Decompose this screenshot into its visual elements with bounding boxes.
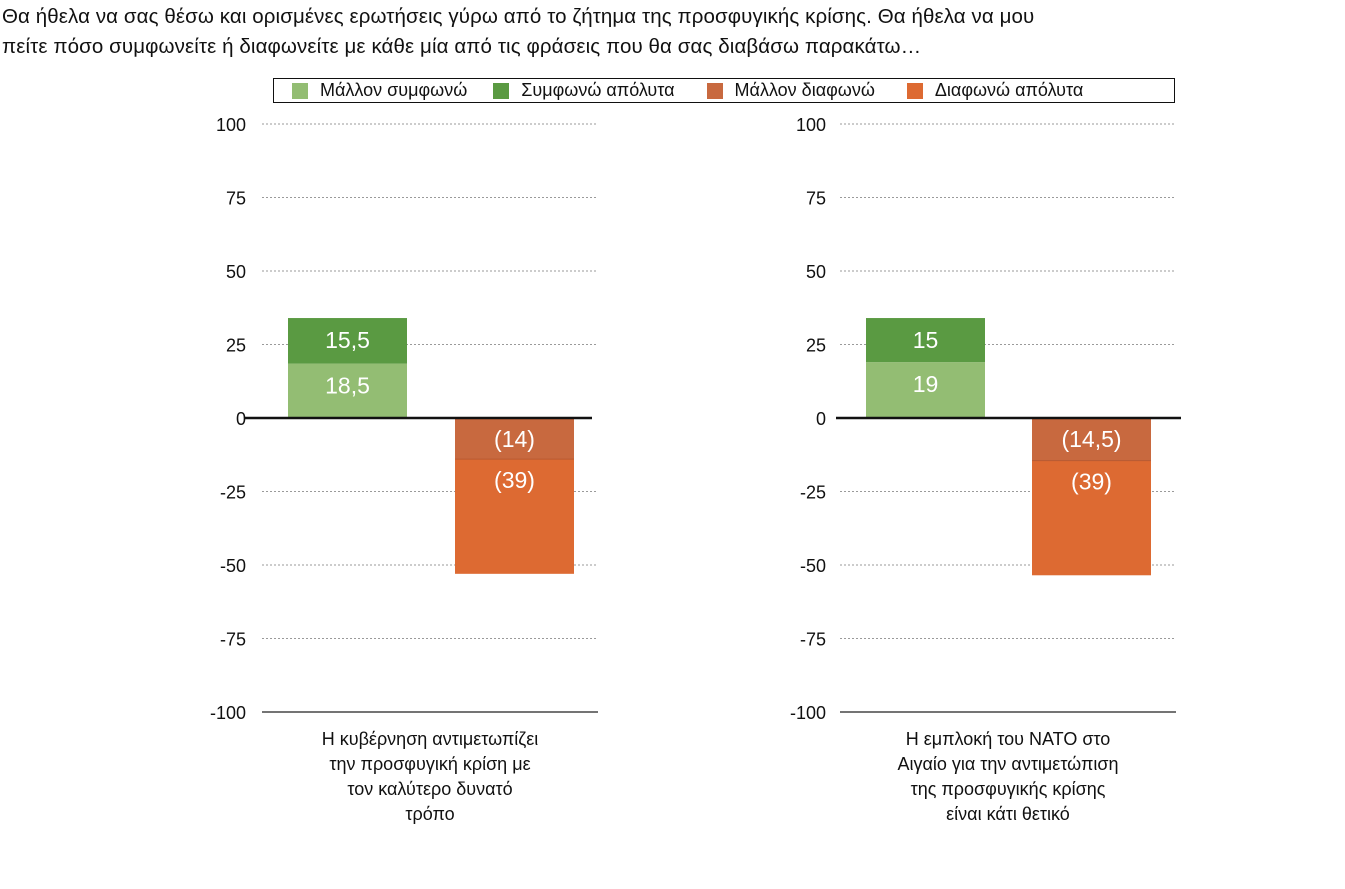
category-label-line: Η κυβέρνηση αντιμετωπίζει [321, 729, 539, 749]
chart-title: Θα ήθελα να σας θέσω και ορισμένες ερωτή… [2, 2, 1332, 62]
data-label: (39) [1071, 469, 1112, 495]
y-tick-label: -100 [210, 703, 246, 723]
bar-segment [1032, 418, 1151, 461]
legend-item-fully-disagree: Διαφωνώ απόλυτα [906, 80, 1084, 101]
category-label-line: τρόπο [405, 804, 455, 824]
bar-segment [455, 459, 574, 574]
y-tick-label: 100 [216, 115, 246, 135]
y-tick-label: 25 [226, 336, 246, 356]
category-label-line: Αιγαίο για την αντιμετώπιση [897, 754, 1119, 774]
legend-label: Μάλλον διαφωνώ [734, 80, 875, 100]
legend-item-fully-agree: Συμφωνώ απόλυτα [493, 80, 675, 101]
y-tick-label: -75 [800, 630, 826, 650]
y-tick-label: 0 [236, 409, 246, 429]
category-label-line: είναι κάτι θετικό [946, 804, 1070, 824]
bar-segment [288, 318, 407, 364]
data-label: 15,5 [325, 327, 370, 353]
legend-label: Συμφωνώ απόλυτα [521, 80, 675, 100]
legend-label: Μάλλον συμφωνώ [320, 80, 468, 100]
data-label: (14) [494, 426, 535, 452]
data-label: 15 [913, 327, 939, 353]
legend-swatch [493, 82, 510, 99]
y-tick-label: -50 [800, 556, 826, 576]
legend-item-somewhat-disagree: Μάλλον διαφωνώ [706, 80, 875, 101]
title-line-1: Θα ήθελα να σας θέσω και ορισμένες ερωτή… [2, 5, 1035, 28]
data-label: (39) [494, 467, 535, 493]
bar-segment [866, 318, 985, 363]
y-tick-label: -100 [790, 703, 826, 723]
category-label-2: Η εμπλοκή του ΝΑΤΟ στο Αιγαίο για την αν… [840, 727, 1176, 827]
data-label: (14,5) [1061, 426, 1121, 452]
y-tick-label: 25 [806, 336, 826, 356]
data-label: 19 [913, 371, 939, 397]
y-tick-label: 50 [226, 262, 246, 282]
legend-label: Διαφωνώ απόλυτα [934, 80, 1084, 100]
legend: Μάλλον συμφωνώ Συμφωνώ απόλυτα Μάλλον δι… [273, 78, 1175, 103]
bar-segment [866, 362, 985, 418]
y-tick-label: -75 [220, 630, 246, 650]
category-label-line: Η εμπλοκή του ΝΑΤΟ στο [905, 729, 1111, 749]
category-label-line: τον καλύτερο δυνατό [347, 779, 513, 799]
y-tick-label: 75 [806, 189, 826, 209]
data-label: 18,5 [325, 373, 370, 399]
bar-segment [1032, 460, 1151, 576]
legend-item-somewhat-agree: Μάλλον συμφωνώ [292, 80, 467, 101]
legend-swatch [706, 82, 723, 99]
title-line-2: πείτε πόσο συμφωνείτε ή διαφωνείτε με κά… [2, 35, 922, 58]
y-tick-label: -25 [800, 483, 826, 503]
bar-segment [288, 363, 407, 418]
y-tick-label: 0 [816, 409, 826, 429]
legend-swatch [906, 82, 923, 99]
y-tick-label: -25 [220, 483, 246, 503]
y-tick-label: -50 [220, 556, 246, 576]
y-tick-label: 50 [806, 262, 826, 282]
legend-swatch [292, 82, 308, 99]
bar-segment [455, 418, 574, 460]
category-label-line: της προσφυγικής κρίσης [910, 779, 1106, 799]
y-tick-label: 100 [796, 115, 826, 135]
category-label-1: Η κυβέρνηση αντιμετωπίζει την προσφυγική… [262, 727, 598, 827]
category-label-line: την προσφυγική κρίση με [329, 754, 531, 774]
y-tick-label: 75 [226, 189, 246, 209]
